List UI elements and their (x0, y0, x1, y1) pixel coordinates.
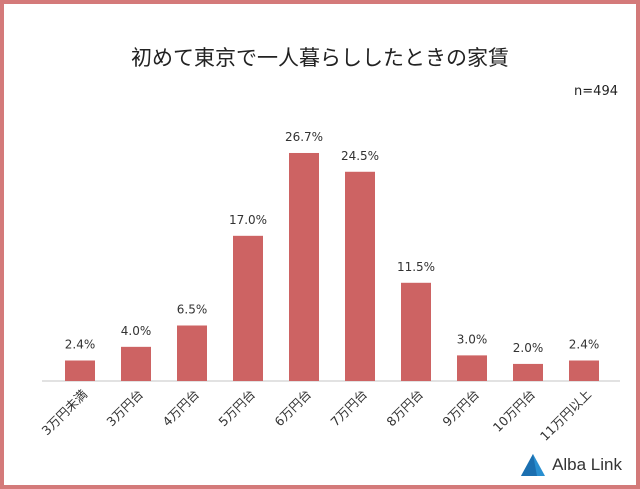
x-tick-label: 4万円台 (159, 387, 202, 430)
bar (569, 360, 599, 381)
sample-size: n=494 (574, 84, 618, 99)
x-tick-label: 9万円台 (439, 387, 482, 430)
bar (513, 363, 543, 381)
data-label: 17.0% (229, 213, 267, 227)
bar (233, 235, 263, 381)
bar (401, 282, 431, 381)
x-tick-label: 3万円台 (103, 387, 146, 430)
data-label: 6.5% (177, 302, 208, 316)
data-label: 2.4% (65, 338, 96, 352)
bar (65, 360, 95, 381)
x-tick-label: 7万円台 (327, 387, 370, 430)
bar (289, 152, 319, 381)
data-label: 4.0% (121, 324, 152, 338)
data-label: 24.5% (341, 149, 379, 163)
logo-text: Alba Link (552, 455, 622, 474)
x-tick-label: 3万円未満 (39, 387, 91, 439)
data-label: 2.4% (569, 338, 600, 352)
logo-triangle-icon (521, 454, 546, 476)
data-label: 3.0% (457, 332, 488, 346)
x-tick-label: 10万円台 (490, 387, 538, 435)
bar (177, 325, 207, 381)
bar (121, 346, 151, 381)
data-label: 11.5% (397, 260, 435, 274)
x-tick-label: 5万円台 (215, 387, 258, 430)
data-label: 26.7% (285, 130, 323, 144)
x-tick-label: 11万円以上 (537, 387, 594, 444)
x-tick-label: 6万円台 (271, 387, 314, 430)
chart-title: 初めて東京で一人暮らししたときの家賃 (131, 46, 509, 70)
x-tick-label: 8万円台 (383, 387, 426, 430)
bar (457, 355, 487, 381)
alba-link-logo: Alba Link (520, 453, 622, 477)
bar-chart: 2.4% 3万円未満 4.0% 3万円台 6.5% 4万円台 17.0% 5万円台 26.7% 6… (39, 130, 620, 444)
bar (345, 171, 375, 381)
data-label: 2.0% (513, 341, 544, 355)
